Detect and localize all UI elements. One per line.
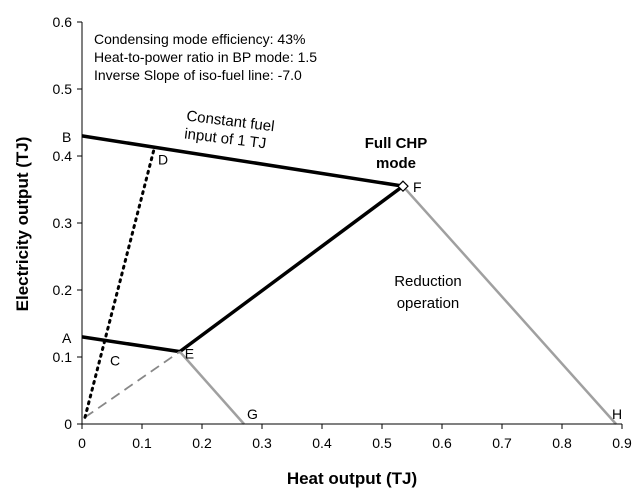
point-label-h: H	[612, 406, 622, 422]
x-tick-label: 0.3	[252, 435, 272, 451]
info-line-heat-to-power: Heat-to-power ratio in BP mode: 1.5	[94, 49, 317, 65]
x-axis-title: Heat output (TJ)	[287, 469, 417, 488]
point-f-marker	[397, 180, 409, 192]
info-line-condensing: Condensing mode efficiency: 43%	[94, 31, 305, 47]
segment-a-e	[81, 335, 181, 354]
x-tick-label: 0.6	[432, 435, 452, 451]
chart-ticks: 0 0.1 0.2 0.3 0.4 0.5 0.6 0.7 0.8 0.9 0 0.1 0.2 0.3 0.…	[53, 14, 632, 451]
annotation-reduction-line1: Reduction	[394, 273, 462, 290]
x-tick-label: 0.7	[492, 435, 512, 451]
annotation-reduction-line2: operation	[397, 295, 460, 312]
x-tick-label: 0.2	[192, 435, 212, 451]
segment-o-e	[84, 350, 181, 419]
y-tick-label: 0.4	[53, 148, 73, 164]
x-tick-label: 0.5	[372, 435, 392, 451]
segment-e-f	[178, 184, 405, 354]
y-tick-label: 0.5	[53, 81, 73, 97]
segment-e-g	[178, 350, 245, 425]
y-tick-label: 0.6	[53, 14, 73, 30]
y-tick-label: 0	[64, 416, 72, 432]
segment-f-h	[402, 185, 617, 425]
segment-o-d	[83, 147, 156, 419]
point-label-d: D	[158, 151, 168, 167]
y-axis-title: Electricity output (TJ)	[13, 137, 32, 312]
chart-segments	[81, 134, 617, 425]
annotation-full-chp-line1: Full CHP	[365, 135, 428, 152]
info-line-inverse-slope: Inverse Slope of iso-fuel line: -7.0	[94, 67, 302, 83]
x-tick-label: 0.8	[552, 435, 572, 451]
x-tick-label: 0.9	[612, 435, 632, 451]
point-label-g: G	[247, 406, 258, 422]
point-label-a: A	[62, 330, 72, 346]
point-label-b: B	[62, 129, 71, 145]
annotation-full-chp-line2: mode	[376, 155, 416, 172]
x-tick-label: 0.4	[312, 435, 332, 451]
point-label-e: E	[185, 346, 194, 362]
point-label-f: F	[413, 179, 422, 195]
chart-markers	[397, 180, 409, 192]
point-label-c: C	[110, 352, 120, 368]
chart-point-labels: A B C D E F G H	[62, 129, 622, 422]
segment-b-f	[81, 134, 404, 188]
x-tick-label: 0	[78, 435, 86, 451]
x-tick-label: 0.1	[132, 435, 152, 451]
y-tick-label: 0.3	[53, 215, 73, 231]
y-tick-label: 0.2	[53, 282, 73, 298]
y-tick-label: 0.1	[53, 349, 73, 365]
